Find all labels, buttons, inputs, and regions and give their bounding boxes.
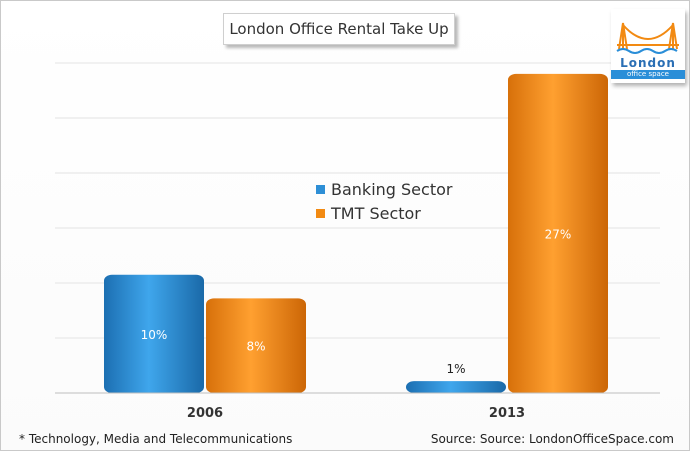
legend-item-banking: Banking Sector [316,177,452,201]
source-note: Source: Source: LondonOfficeSpace.com [430,432,674,446]
bridge-icon [615,15,681,55]
legend-swatch-banking [316,184,325,194]
london-office-space-logo: London office space [611,9,685,83]
bar-banking-sector-2013 [406,381,506,393]
x-tick-2013: 2013 [489,406,525,421]
bar-banking-sector-2006 [104,274,204,393]
data-label-banking-sector-2013: 1% [446,362,465,376]
logo-name: London [620,56,676,70]
logo-tagline: office space [611,70,685,79]
bar-tmt-sector-2006 [206,298,306,393]
legend-swatch-tmt [316,208,325,218]
data-label-tmt-sector-2006: 8% [246,340,265,354]
chart-title: London Office Rental Take Up [223,13,455,45]
data-label-banking-sector-2006: 10% [141,328,168,342]
legend-label-banking: Banking Sector [331,179,453,199]
x-tick-2006: 2006 [187,406,223,421]
footnote: * Technology, Media and Telecommunicatio… [19,432,293,446]
legend-label-tmt: TMT Sector [331,203,421,223]
data-label-tmt-sector-2013: 27% [545,227,572,241]
bar-tmt-sector-2013 [508,73,608,394]
bars [104,73,608,394]
data-labels: 10% 8% 1% 27% [141,227,572,376]
legend: Banking Sector TMT Sector [316,177,452,225]
legend-item-tmt: TMT Sector [316,201,452,225]
